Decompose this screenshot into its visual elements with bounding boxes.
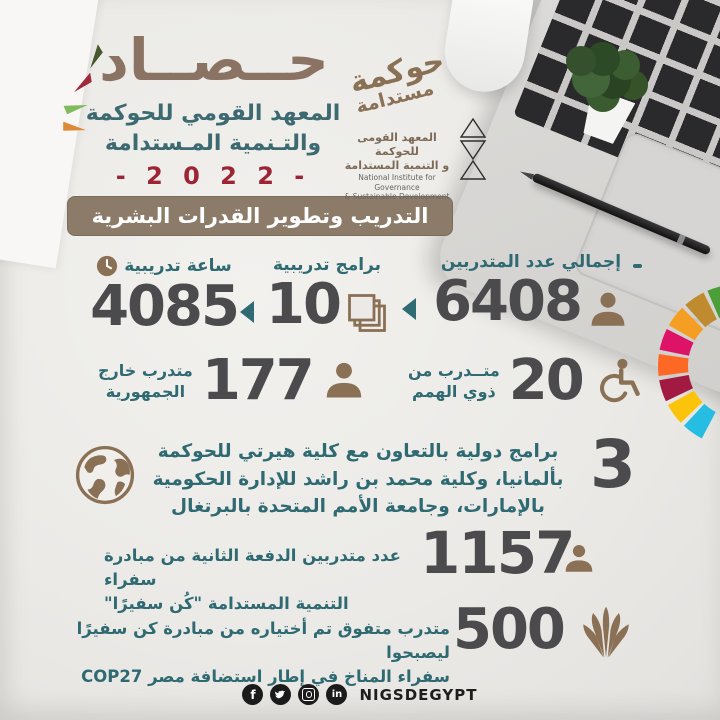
wheelchair-icon: [599, 358, 640, 403]
person-icon: [565, 544, 593, 572]
social-handle: NIGSDEGYPT: [359, 685, 478, 704]
poster-subtitle-line1: المعهد القومي للحوكمة: [85, 101, 341, 126]
stat-value: 4085: [90, 274, 240, 339]
stat-determined-trainees: متــدرب من ذوي الهمم 20: [408, 352, 640, 410]
sdg-wheel-segment: [659, 329, 694, 356]
institute-name-block: المعهد القومى للحوكمة و التنمية المستدام…: [336, 131, 458, 202]
stat-label: ذوي الهمم: [412, 382, 496, 401]
stat-total-trainees: إجمالي عدد المتدربين 6408: [424, 252, 638, 332]
footer: f in NIGSDEGYPT: [0, 684, 720, 705]
institute-name-en: & Sustainable Development: [344, 192, 450, 201]
twitter-icon: [270, 684, 292, 705]
stat-value: 1157: [420, 519, 575, 587]
calligraphy-logo: حوكمة مستدامة: [342, 26, 458, 142]
stat-training-hours: ساعة تدريبية 4085: [80, 255, 248, 337]
stat-international-programs-label: برامج دولية بالتعاون مع كلية هيرتي للحوك…: [152, 441, 564, 517]
stat-value: 500: [453, 597, 566, 662]
sdg-wheel: [658, 286, 720, 439]
sdg-wheel-segment: [685, 292, 717, 328]
stat-label: متدرب خارج: [98, 361, 193, 380]
plant-icon: [583, 606, 629, 658]
sdg-wheel-segment: [658, 354, 689, 376]
facebook-icon: f: [242, 684, 264, 705]
person-icon: [591, 292, 625, 326]
sdg-wheel-segment: [667, 390, 703, 423]
stat-label: الجمهورية: [105, 382, 186, 401]
section-banner: التدريب وتطوير القدرات البشرية: [67, 196, 453, 236]
stat-ambassadors-label: عدد متدربين الدفعة الثانية من مبادرة سفر…: [104, 546, 401, 613]
poster-title: حــصــاد: [99, 26, 329, 94]
stat-label: ساعة تدريبية: [124, 256, 232, 276]
linkedin-icon: in: [326, 684, 348, 705]
layers-icon: [348, 294, 386, 332]
sdg-wheel-segment: [707, 286, 720, 319]
stat-label: متــدرب من: [408, 361, 500, 380]
person-icon: [326, 362, 361, 398]
instagram-icon: [298, 684, 320, 705]
arrow-left-icon: [402, 298, 416, 320]
year-label: - 2 0 2 2 -: [115, 162, 311, 190]
poster-subtitle-line2: والتـنمية المـستدامة: [104, 131, 322, 156]
arrow-left-icon: [240, 301, 254, 323]
stat-label: برامج تدريبية: [272, 255, 382, 275]
stat-value: 10: [266, 272, 342, 337]
stat-value: 6408: [433, 269, 583, 334]
institute-name-ar: و التنمية المستدامة: [344, 159, 450, 172]
stat-value: 3: [590, 426, 636, 503]
sdg-wheel-segment: [659, 375, 693, 402]
sdg-wheel-segment: [683, 403, 716, 439]
stat-value: 20: [508, 348, 585, 413]
institute-name-en: National Institute for Governance: [358, 173, 436, 192]
succulent-plant: [566, 46, 596, 76]
stat-training-programs: برامج تدريبية 10: [256, 255, 398, 335]
globe-icon: [75, 445, 135, 505]
dash-marker: [633, 264, 642, 268]
stat-label: إجمالي عدد المتدربين: [440, 252, 622, 272]
stat-outside-republic: متدرب خارج الجمهورية 177: [98, 352, 366, 410]
triangles-logo-mark: [458, 118, 488, 182]
institute-name-ar: المعهد القومى للحوكمة: [357, 131, 437, 158]
clock-icon: [97, 255, 118, 277]
stat-value: 177: [201, 348, 315, 413]
stat-climate-ambassadors-label: متدرب متفوق تم أختياره من مبادرة كن سفير…: [76, 619, 450, 686]
sdg-wheel-segment: [668, 307, 704, 341]
